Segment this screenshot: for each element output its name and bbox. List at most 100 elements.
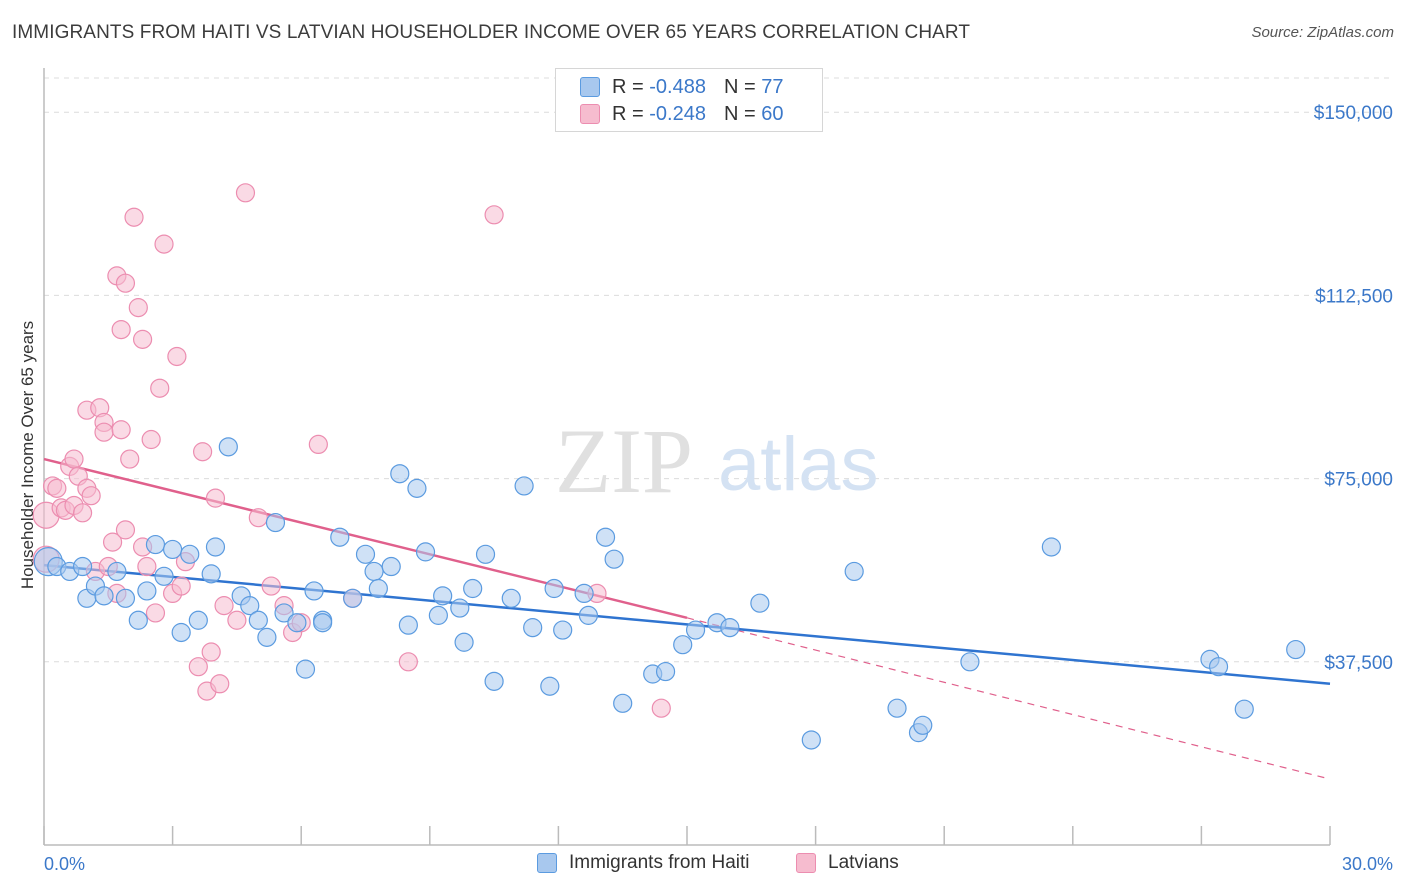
y-axis-label: Householder Income Over 65 years <box>18 321 37 589</box>
haiti-trend-line <box>43 563 1331 686</box>
haiti-point <box>540 676 560 696</box>
haiti-point <box>1208 657 1229 677</box>
haiti-point <box>450 598 470 618</box>
watermark-atlas: atlas <box>718 422 879 507</box>
haiti-point <box>330 527 350 547</box>
haiti-point <box>574 583 594 604</box>
haiti-point <box>188 610 208 630</box>
haiti-point <box>887 698 907 718</box>
haiti-point <box>274 603 294 623</box>
latvians-point <box>214 596 234 616</box>
haiti-point <box>578 605 599 625</box>
latvians-point <box>132 329 153 349</box>
latvians-point <box>115 273 136 293</box>
latvians-r-label: R = <box>612 102 650 125</box>
y-tick-label: $37,500 <box>1324 653 1393 674</box>
haiti-point <box>145 534 166 555</box>
latvians-point <box>94 422 114 442</box>
latvians-point <box>81 486 101 506</box>
haiti-point <box>544 578 564 599</box>
legend-haiti-label: Immigrants from Haiti <box>569 852 750 873</box>
latvians-point <box>111 319 131 340</box>
haiti-points <box>33 437 1306 750</box>
haiti-point <box>115 588 136 608</box>
latvians-point <box>47 478 67 498</box>
latvians-swatch <box>580 104 600 124</box>
latvians-point <box>193 442 213 462</box>
haiti-point <box>801 730 821 750</box>
haiti-point <box>1234 699 1254 719</box>
latvians-point <box>145 603 166 623</box>
haiti-point <box>240 596 260 616</box>
watermark-zip: ZIP <box>555 410 693 512</box>
haiti-point <box>128 610 148 630</box>
watermark: ZIP atlas <box>555 410 879 512</box>
haiti-point <box>163 539 183 560</box>
legend-item-haiti: Immigrants from Haiti <box>537 852 750 874</box>
haiti-point <box>343 588 363 608</box>
haiti-point <box>428 605 448 625</box>
y-tick-labels: $37,500 $75,000 $112,500 $150,000 <box>1314 103 1393 674</box>
chart-title: IMMIGRANTS FROM HAITI VS LATVIAN HOUSEHO… <box>12 22 971 43</box>
haiti-point <box>475 544 496 564</box>
haiti-point <box>180 544 200 564</box>
haiti-point <box>107 561 127 582</box>
haiti-point <box>313 613 333 633</box>
haiti-point <box>501 588 521 608</box>
haiti-point <box>463 578 483 599</box>
haiti-point <box>368 578 388 599</box>
latvians-point <box>150 378 170 398</box>
haiti-point <box>265 512 286 533</box>
haiti-point <box>595 527 616 547</box>
haiti-point <box>844 561 864 582</box>
haiti-point <box>287 613 307 633</box>
haiti-r-value: -0.488 <box>649 75 706 98</box>
x-tick-label-min: 0.0% <box>44 854 85 874</box>
haiti-point <box>137 581 157 601</box>
latvians-point <box>137 556 157 577</box>
latvians-point <box>115 520 136 540</box>
legend-item-latvians: Latvians <box>796 852 899 874</box>
legend-latvians-label: Latvians <box>828 852 899 873</box>
legend-latvians-swatch <box>796 853 816 873</box>
latvians-point <box>308 434 328 455</box>
haiti-point <box>604 549 624 569</box>
latvians-point <box>154 234 174 254</box>
latvians-point <box>210 674 230 694</box>
haiti-point <box>257 627 277 647</box>
legend-row-haiti: R = -0.488 N = 77 <box>580 75 783 99</box>
x-tick-label-max: 30.0% <box>1342 854 1393 874</box>
haiti-point <box>960 652 980 672</box>
haiti-point <box>171 622 191 643</box>
latvians-point <box>111 420 131 440</box>
haiti-point <box>295 659 316 679</box>
haiti-point <box>390 464 410 484</box>
haiti-point <box>364 561 384 582</box>
haiti-point <box>433 586 453 606</box>
latvians-point <box>651 698 671 718</box>
axes <box>43 68 1331 846</box>
haiti-point <box>750 593 770 613</box>
latvians-point <box>171 576 191 596</box>
y-tick-label: $112,500 <box>1315 286 1393 307</box>
haiti-point <box>304 581 324 601</box>
haiti-point <box>484 671 504 691</box>
latvians-point <box>235 183 256 203</box>
haiti-n-label: N = <box>723 75 762 98</box>
correlation-legend: R = -0.488 N = 77 R = -0.248 N = 60 <box>555 68 823 132</box>
haiti-point <box>454 632 474 652</box>
legend-haiti-swatch <box>537 853 557 873</box>
source-label: Source: ZipAtlas.com <box>1251 24 1394 41</box>
haiti-point <box>613 693 633 713</box>
legend-row-latvians: R = -0.248 N = 60 <box>580 102 783 126</box>
latvians-point <box>102 532 123 552</box>
haiti-point <box>205 537 226 557</box>
latvians-point <box>201 642 221 662</box>
latvians-n-value: 60 <box>761 102 784 125</box>
haiti-point <box>685 620 706 640</box>
haiti-point <box>415 542 436 562</box>
y-tick-label: $150,000 <box>1314 103 1393 124</box>
latvians-point <box>124 207 144 227</box>
haiti-point <box>673 635 693 655</box>
